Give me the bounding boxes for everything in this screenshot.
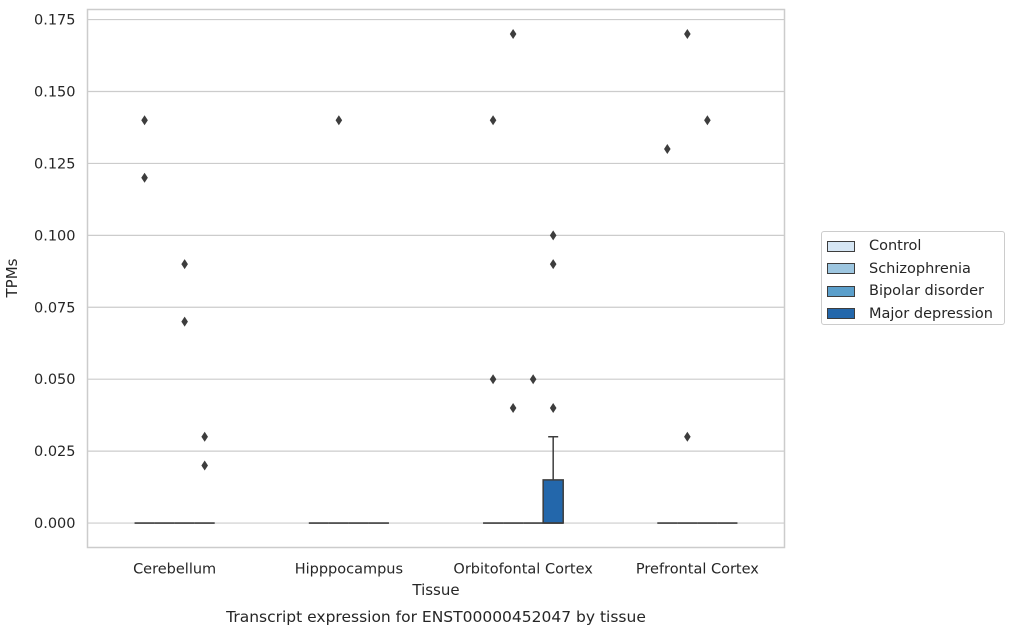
outlier-point (489, 374, 497, 385)
y-tick-label: 0.025 (34, 444, 76, 460)
y-tick-label: 0.050 (34, 372, 76, 388)
outlier-point (664, 144, 671, 155)
outlier-point (181, 316, 188, 327)
outlier-point (335, 115, 343, 126)
legend-item: Bipolar disorder (827, 280, 1004, 303)
legend-swatch (827, 308, 855, 320)
y-tick-label: 0.175 (34, 13, 76, 29)
y-axis-label: TPMs (3, 258, 21, 298)
outlier-point (549, 402, 557, 413)
outlier-point (141, 172, 148, 183)
legend-swatch (827, 263, 855, 275)
outlier-point (704, 115, 711, 126)
x-tick-label: Cerebellum (133, 562, 216, 578)
chart-title: Transcript expression for ENST0000045204… (225, 608, 646, 626)
outlier-point (684, 431, 691, 442)
legend-label: Major depression (869, 305, 993, 322)
legend-label: Control (869, 238, 922, 255)
x-tick-label: Hipppocampus (295, 562, 403, 578)
outlier-point (181, 259, 188, 270)
legend-item: Major depression (827, 303, 1004, 326)
outlier-point (489, 115, 497, 126)
plot-frame (86, 8, 786, 549)
x-tick-label: Prefrontal Cortex (636, 562, 759, 578)
x-axis-label: Tissue (411, 581, 459, 599)
outlier-point (684, 28, 691, 39)
plot-marks (134, 28, 738, 524)
legend-label: Schizophrenia (869, 260, 971, 277)
y-tick-label: 0.000 (34, 516, 76, 532)
y-tick-label: 0.075 (34, 300, 76, 316)
x-tick-labels: Cerebellum Hipppocampus Orbitofontal Corte… (133, 562, 759, 578)
outlier-point (529, 374, 537, 385)
grid-lines (87, 18, 785, 524)
legend: Control Schizophrenia Bipolar disorder Majo… (821, 231, 1005, 325)
legend-item: Schizophrenia (827, 258, 1004, 281)
legend-swatch (827, 240, 855, 252)
legend-swatch (827, 285, 855, 297)
outlier-point (509, 402, 517, 413)
x-tick-label: Orbitofontal Cortex (453, 562, 593, 578)
y-tick-label: 0.125 (34, 156, 76, 172)
y-tick-labels: 0.000 0.025 0.050 0.075 0.100 0.125 0.150 0.175 (34, 13, 76, 532)
y-tick-label: 0.100 (34, 228, 76, 244)
outlier-point (549, 230, 557, 241)
legend-label: Bipolar disorder (869, 283, 984, 300)
legend-item: Control (827, 235, 1004, 258)
outlier-point (201, 431, 208, 442)
outlier-point (201, 460, 208, 471)
box-body (542, 479, 564, 524)
outlier-point (509, 28, 517, 39)
outlier-point (549, 259, 557, 270)
y-tick-label: 0.150 (34, 84, 76, 100)
outlier-point (141, 115, 148, 126)
